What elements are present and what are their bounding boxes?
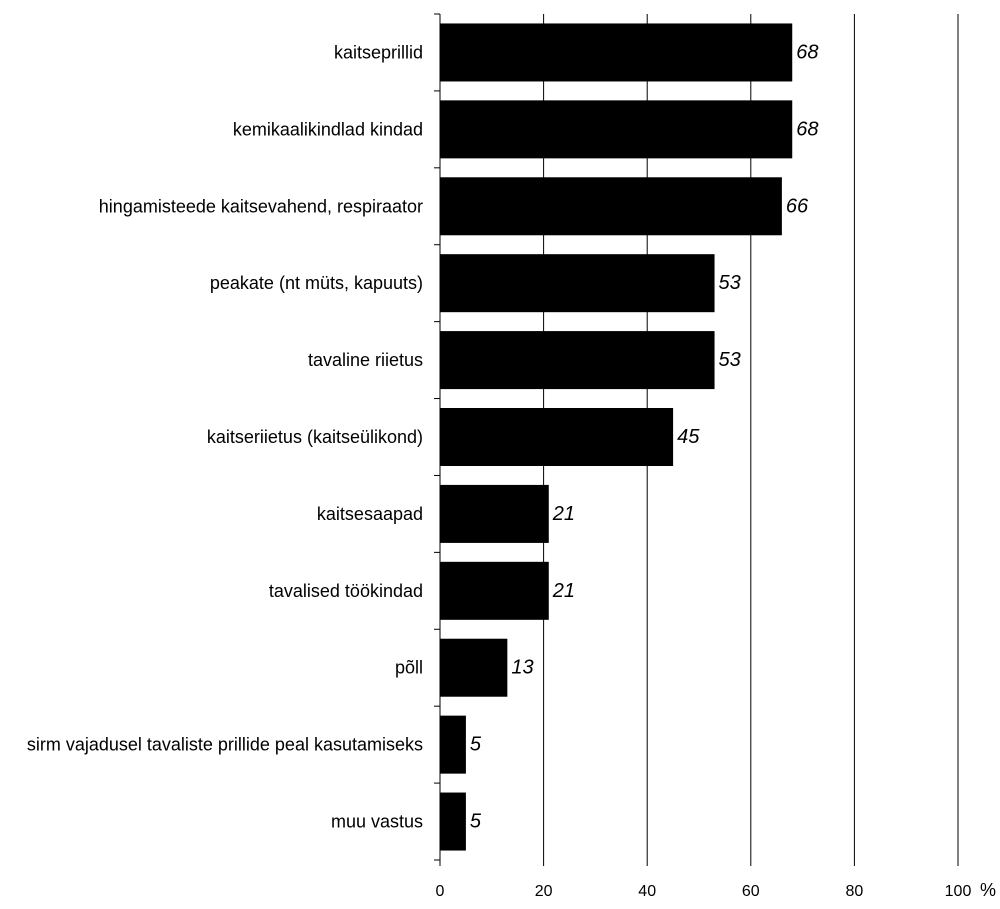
axes (434, 13, 959, 866)
data-label: 5 (470, 734, 482, 756)
category-label: kemikaalikindlad kindad (233, 119, 423, 139)
x-tick-label: 80 (846, 883, 864, 900)
bar (440, 561, 549, 620)
category-label: hingamisteede kaitsevahend, respiraator (99, 196, 423, 216)
bar (440, 177, 782, 236)
bar (440, 792, 466, 851)
category-label: sirm vajadusel tavaliste prillide peal k… (27, 735, 423, 755)
x-tick-label: 60 (742, 883, 760, 900)
category-label: kaitseprillid (334, 42, 423, 62)
x-tick-label: 20 (535, 883, 553, 900)
x-tick-label: 0 (436, 883, 445, 900)
x-tick-label: 40 (638, 883, 656, 900)
bar (440, 408, 674, 466)
category-label: tavalised töökindad (269, 581, 423, 601)
x-tick-label: 100 (945, 883, 972, 900)
bar (440, 254, 715, 313)
bar (440, 638, 508, 697)
category-label: kaitsesaapad (317, 504, 423, 524)
data-label: 68 (796, 41, 818, 63)
data-label: 53 (719, 272, 741, 294)
data-label: 21 (552, 580, 575, 602)
category-label: tavaline riietus (308, 350, 423, 370)
data-label: 68 (796, 118, 818, 140)
data-label: 5 (470, 811, 482, 833)
bar (440, 100, 793, 159)
bar (440, 715, 466, 774)
data-label: 21 (552, 503, 575, 525)
bar (440, 23, 793, 82)
data-label: 66 (786, 195, 809, 217)
bar (440, 331, 715, 390)
x-axis-unit-label: % (980, 880, 996, 900)
category-label: kaitseriietus (kaitseülikond) (207, 427, 423, 447)
data-label: 13 (511, 657, 533, 679)
data-label: 45 (677, 426, 700, 448)
value-labels: 68 68 66 53 53 45 21 21 13 5 5 (470, 41, 819, 832)
category-label: põll (395, 658, 423, 678)
category-label: peakate (nt müts, kapuuts) (210, 273, 423, 293)
bars (440, 23, 793, 851)
x-tick-labels: 0 20 40 60 80 100 (436, 883, 972, 900)
data-label: 53 (719, 349, 741, 371)
bar (440, 484, 549, 543)
category-labels: kaitseprillid kemikaalikindlad kindad hing… (27, 42, 423, 831)
category-label: muu vastus (331, 812, 423, 832)
